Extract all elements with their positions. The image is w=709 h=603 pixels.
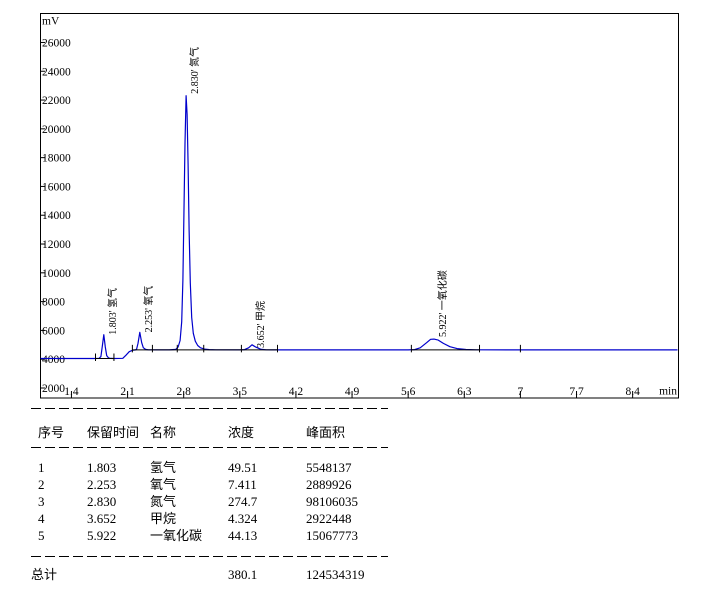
chromatogram-chart: 2000 4000 6000 8000 10000 12000 14000 16000 1800… xyxy=(40,13,679,399)
cell-peak-area: 98106035 xyxy=(306,494,358,509)
y-tick-label: 6000 xyxy=(42,325,65,337)
cell-seq: 2 xyxy=(38,477,45,492)
cell-peak-area: 2922448 xyxy=(306,511,352,526)
cell-concentration: 44.13 xyxy=(228,528,258,543)
cell-retention: 5.922 xyxy=(87,528,117,543)
x-tick-label: 2.8 xyxy=(176,386,191,398)
cell-peak-area: 2889926 xyxy=(306,477,352,492)
cell-retention: 2.253 xyxy=(87,477,117,492)
y-tick-label: 4000 xyxy=(42,354,65,366)
cell-seq: 1 xyxy=(38,460,45,475)
cell-seq: 4 xyxy=(38,511,45,526)
x-tick-label: 8.4 xyxy=(625,386,640,398)
chromatogram-svg: 2000 4000 6000 8000 10000 12000 14000 16000 1800… xyxy=(40,13,679,399)
header-peak-area: 峰面积 xyxy=(306,425,346,440)
cell-retention: 2.830 xyxy=(87,494,117,509)
peak-label: 2.253' 氧气 xyxy=(142,286,155,333)
x-tick-label: 7 xyxy=(518,386,524,398)
x-tick-label: 5.6 xyxy=(401,386,416,398)
x-tick-label: 6.3 xyxy=(457,386,472,398)
y-axis-title: mV xyxy=(42,16,60,28)
table-divider-top xyxy=(31,408,388,409)
y-tick-label: 20000 xyxy=(42,124,71,136)
header-name: 名称 xyxy=(150,425,177,440)
y-tick-label: 22000 xyxy=(42,95,71,107)
header-seq: 序号 xyxy=(38,425,65,440)
peak-label: 3.652' 甲烷 xyxy=(254,301,267,348)
header-retention: 保留时间 xyxy=(87,425,140,440)
cell-concentration: 4.324 xyxy=(228,511,258,526)
cell-name: 甲烷 xyxy=(150,511,177,526)
cell-seq: 5 xyxy=(38,528,45,543)
peak-label: 2.830' 氮气 xyxy=(188,47,201,94)
peak-label: 1.803' 氢气 xyxy=(106,288,119,335)
y-tick-label: 10000 xyxy=(42,268,71,280)
x-tick-label: 2.1 xyxy=(120,386,135,398)
table-row: 1 1.803 氢气 49.51 5548137 xyxy=(0,459,420,476)
cell-concentration: 49.51 xyxy=(228,460,258,475)
y-tick-label: 8000 xyxy=(42,297,65,309)
y-tick-label: 24000 xyxy=(42,66,71,78)
cell-peak-area: 15067773 xyxy=(306,528,358,543)
x-tick-label: 4.9 xyxy=(345,386,360,398)
cell-concentration: 274.7 xyxy=(228,494,258,509)
table-total-row: 总计 380.1 124534319 xyxy=(0,566,420,583)
x-tick-label: 7.7 xyxy=(569,386,584,398)
x-tick-label: 3.5 xyxy=(233,386,248,398)
cell-name: 氮气 xyxy=(150,494,177,509)
peak-label: 5.922' 一氧化碳 xyxy=(436,270,449,337)
cell-concentration: 7.411 xyxy=(228,477,257,492)
total-concentration: 380.1 xyxy=(228,567,258,582)
plot-frame xyxy=(40,13,679,399)
table-row: 3 2.830 氮气 274.7 98106035 xyxy=(0,493,420,510)
total-peak-area: 124534319 xyxy=(306,567,365,582)
cell-name: 一氧化碳 xyxy=(150,528,203,543)
y-tick-label: 26000 xyxy=(42,37,71,49)
x-axis-title: min xyxy=(659,386,677,398)
cell-seq: 3 xyxy=(38,494,45,509)
table-row: 4 3.652 甲烷 4.324 2922448 xyxy=(0,510,420,527)
y-tick-label: 18000 xyxy=(42,153,71,165)
cell-peak-area: 5548137 xyxy=(306,460,352,475)
cell-retention: 1.803 xyxy=(87,460,117,475)
cell-retention: 3.652 xyxy=(87,511,117,526)
cell-name: 氢气 xyxy=(150,460,177,475)
table-divider-total xyxy=(31,556,388,557)
x-tick-label: 1.4 xyxy=(64,386,79,398)
y-tick-label: 2000 xyxy=(42,383,65,395)
signal-trace xyxy=(40,95,678,360)
y-tick-label: 16000 xyxy=(42,181,71,193)
x-tick-label: 4.2 xyxy=(289,386,304,398)
y-tick-label: 12000 xyxy=(42,239,71,251)
y-tick-label: 14000 xyxy=(42,210,71,222)
header-concentration: 浓度 xyxy=(228,425,255,440)
table-header-row: 序号 保留时间 名称 浓度 峰面积 xyxy=(0,424,420,441)
table-divider-header xyxy=(31,447,388,448)
cell-name: 氧气 xyxy=(150,477,177,492)
table-row: 5 5.922 一氧化碳 44.13 15067773 xyxy=(0,527,420,544)
table-row: 2 2.253 氧气 7.411 2889926 xyxy=(0,476,420,493)
total-label: 总计 xyxy=(31,567,58,582)
